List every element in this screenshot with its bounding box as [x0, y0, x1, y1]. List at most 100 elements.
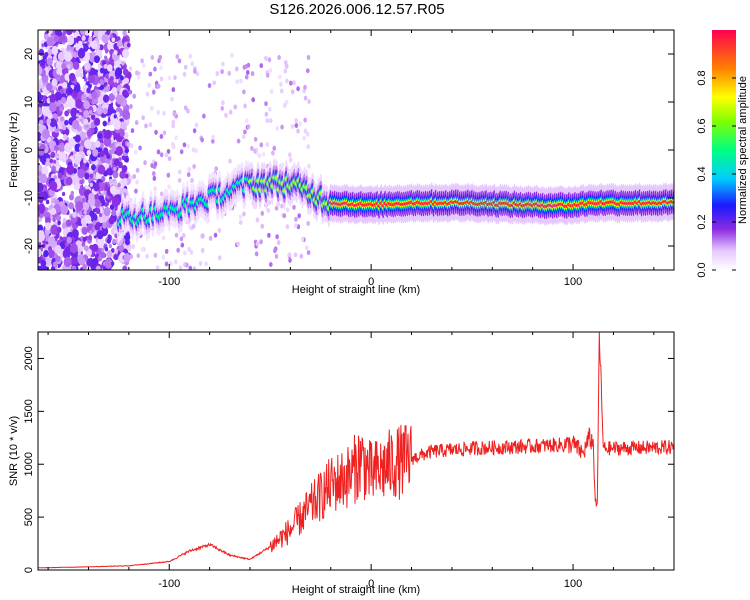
spectrogram-cell: [60, 116, 64, 122]
spectrogram-cell: [114, 233, 118, 239]
spectrogram-cell: [167, 184, 171, 190]
spectrogram-cell: [265, 141, 270, 147]
spectrogram-cell: [243, 129, 247, 135]
spectrogram-cell: [261, 151, 266, 157]
spectrogram-cell: [64, 110, 69, 117]
spectrogram-cell: [97, 132, 103, 139]
spectrogram-cell: [136, 253, 141, 259]
spectrogram-cell: [40, 259, 47, 268]
spectrogram-cell: [93, 55, 100, 64]
spectrogram-cell: [66, 236, 72, 244]
spectrogram-cell: [119, 130, 125, 137]
spectrogram-cell: [71, 119, 80, 130]
spectrogram-cell: [177, 58, 182, 64]
spectrogram-cell: [176, 247, 180, 253]
spectrogram-cell: [55, 255, 61, 262]
spectrogram-cell: [81, 226, 88, 235]
spectrogram-cell: [104, 129, 112, 140]
spectrogram-cell: [151, 171, 156, 177]
spectrogram-cell: [158, 54, 162, 60]
snr-y-label: SNR (10 * v/v): [8, 416, 20, 486]
spectrogram-cell: [298, 121, 302, 127]
spectrogram-cell: [200, 137, 204, 143]
spectrogram-cell: [141, 115, 146, 121]
spectrogram-cell: [79, 179, 84, 185]
snr-frame: [37, 331, 675, 571]
spectrogram-cell: [53, 175, 57, 180]
spectrogram-cell: [91, 91, 98, 100]
spectrogram-cell: [64, 119, 69, 126]
spectrogram-cell: [128, 89, 133, 95]
spectrogram-cell: [250, 145, 254, 151]
spectrogram-cell: [245, 69, 250, 75]
spectrogram-cell: [65, 176, 73, 186]
spectrogram-cell: [259, 142, 264, 148]
spectrogram-cell: [123, 253, 131, 263]
spectrogram-cell: [241, 134, 246, 140]
spectrogram-cell: [55, 61, 64, 71]
spectrogram-cell: [70, 256, 78, 267]
spectrogram-cell: [161, 254, 166, 260]
spectrogram-cell: [253, 136, 258, 142]
spectrogram-cell: [104, 73, 109, 79]
spectrogram-cell: [38, 164, 43, 172]
spectrogram-cell: [260, 223, 265, 229]
spectrogram-cell: [94, 140, 101, 148]
spectrogram-cell: [67, 124, 71, 130]
spectrogram-cell: [47, 48, 53, 55]
spectrogram-cell: [302, 135, 306, 141]
spectrogram-cell: [86, 223, 95, 234]
spectrogram-cell: [278, 74, 282, 80]
spectrogram-cell: [132, 174, 137, 180]
spectrogram-cell: [126, 42, 131, 48]
spectrogram-cell: [67, 36, 75, 46]
spectrogram-cell: [95, 207, 101, 214]
spectrogram-cell: [294, 117, 299, 123]
spectrogram-cell: [115, 146, 124, 156]
spectrogram-cell: [38, 211, 41, 217]
spectrogram-cell: [236, 138, 241, 144]
spectrogram-cell: [129, 254, 134, 260]
spectrogram-cell: [134, 149, 138, 155]
spectrogram-cell: [83, 245, 89, 252]
spectrogram-cell: [221, 100, 225, 106]
spectrogram-cell: [260, 210, 265, 216]
spectrogram-cell: [217, 255, 222, 261]
spectrogram-cell: [156, 110, 161, 116]
spectrogram-cell: [136, 74, 141, 80]
spectrogram-cell: [97, 95, 105, 105]
spectrogram-cell: [68, 87, 73, 94]
spectrogram-cell: [267, 106, 272, 112]
spectrogram-cell: [108, 179, 113, 185]
spectrogram-cell: [303, 117, 307, 123]
spectrogram-cell: [119, 75, 124, 81]
spectrogram-cell: [84, 172, 90, 180]
colorbar-gradient: [712, 30, 736, 270]
spectrogram-cell: [84, 62, 91, 71]
spectrogram-cell: [282, 213, 287, 219]
spectrogram-cell: [171, 87, 176, 93]
spectrogram-cell: [294, 122, 299, 128]
spectrogram-cell: [49, 95, 56, 104]
spectrogram-cell: [93, 183, 100, 192]
spectrogram-cell: [214, 166, 218, 172]
spectrogram-cell: [66, 164, 75, 175]
spectrogram-cell: [183, 250, 187, 256]
spectrogram-cell: [250, 71, 255, 77]
spectrogram-cell: [290, 89, 295, 95]
spectrogram-cell: [266, 207, 271, 213]
spectrogram-cell: [120, 60, 125, 66]
spectrogram-cell: [69, 243, 78, 254]
snr-x-ticks: -100 0 100: [47, 332, 655, 590]
spectrogram-cell: [172, 111, 177, 117]
spectrogram-cell: [51, 45, 59, 55]
spectrogram-cell: [215, 71, 220, 77]
spectrogram-cell: [164, 248, 169, 254]
spectrogram-cell: [68, 202, 75, 210]
spectrogram-cell: [167, 156, 172, 162]
spectrogram-cell: [144, 123, 148, 129]
spectrogram-cell: [113, 119, 122, 130]
y-tick-label: -10: [23, 190, 35, 206]
spectrogram-cell: [186, 143, 191, 149]
spectrogram-cell: [108, 243, 112, 249]
